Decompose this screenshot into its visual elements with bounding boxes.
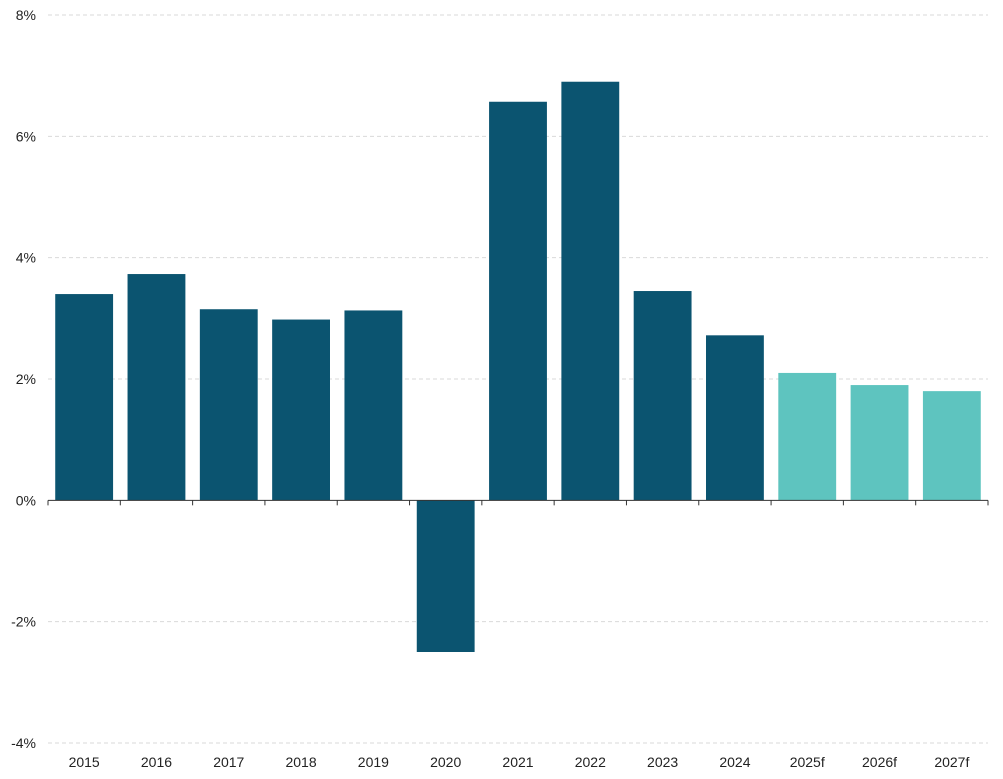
x-tick-label: 2016 <box>141 754 172 770</box>
bar-2019 <box>344 310 403 501</box>
x-axis-tick-labels: 2015 2016 2017 2018 2019 2020 2021 2022 2023 2024… <box>69 754 970 770</box>
bar-2018 <box>272 319 330 501</box>
x-tick-label: 2027f <box>934 754 969 770</box>
bar-2027f <box>922 391 981 501</box>
x-tick-label: 2020 <box>430 754 461 770</box>
x-tick-label: 2018 <box>285 754 316 770</box>
bar-2025f <box>778 372 837 501</box>
y-tick-label: -2% <box>11 614 36 630</box>
bar-2021 <box>489 101 547 501</box>
x-tick-label: 2025f <box>790 754 825 770</box>
x-tick-label: 2023 <box>647 754 678 770</box>
bar-2020 <box>416 500 475 652</box>
y-tick-label: 0% <box>16 492 36 508</box>
x-tick-label: 2022 <box>575 754 606 770</box>
bar-2017 <box>199 309 258 501</box>
x-tick-label: 2024 <box>719 754 750 770</box>
bar-2015 <box>55 294 114 501</box>
y-tick-label: 4% <box>16 250 36 266</box>
x-tick-label: 2019 <box>358 754 389 770</box>
bar-2016 <box>127 274 186 501</box>
bars <box>55 81 981 652</box>
bar-2023 <box>633 291 692 501</box>
bar-2026f <box>850 385 909 501</box>
x-tick-label: 2026f <box>862 754 897 770</box>
x-tick-label: 2017 <box>213 754 244 770</box>
x-tick-label: 2021 <box>502 754 533 770</box>
y-tick-label: 8% <box>16 7 36 23</box>
x-axis <box>47 499 989 506</box>
bar-2024 <box>706 335 764 501</box>
y-tick-label: -4% <box>11 735 36 751</box>
x-tick-label: 2015 <box>69 754 100 770</box>
bar-2022 <box>561 81 620 501</box>
y-tick-label: 2% <box>16 371 36 387</box>
y-tick-label: 6% <box>16 128 36 144</box>
y-axis-tick-labels: -4% -2% 0% 2% 4% 6% 8% <box>11 7 36 751</box>
